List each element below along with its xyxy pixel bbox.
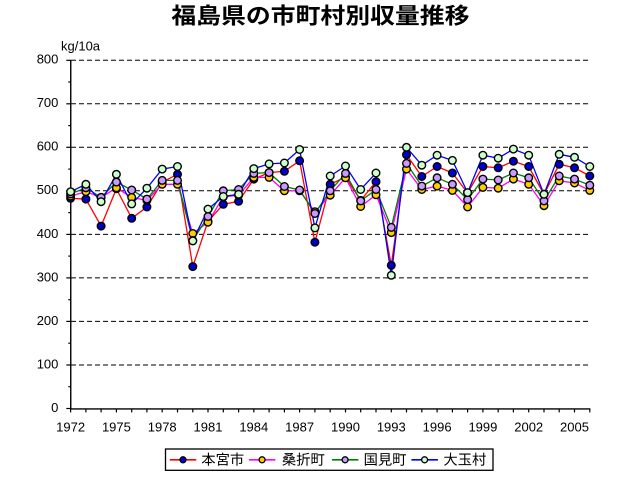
svg-text:1996: 1996: [423, 420, 452, 435]
svg-text:2005: 2005: [560, 420, 589, 435]
svg-text:1975: 1975: [102, 420, 131, 435]
svg-text:2002: 2002: [514, 420, 543, 435]
svg-text:600: 600: [37, 139, 59, 154]
svg-text:1984: 1984: [239, 420, 268, 435]
svg-text:400: 400: [37, 226, 59, 241]
svg-text:800: 800: [37, 52, 59, 67]
svg-text:1987: 1987: [285, 420, 314, 435]
svg-text:1993: 1993: [377, 420, 406, 435]
svg-text:1981: 1981: [194, 420, 223, 435]
svg-text:1990: 1990: [331, 420, 360, 435]
svg-text:0: 0: [51, 400, 58, 415]
svg-text:500: 500: [37, 182, 59, 197]
svg-text:300: 300: [37, 269, 59, 284]
svg-text:1972: 1972: [56, 420, 85, 435]
svg-text:100: 100: [37, 356, 59, 371]
svg-text:kg/10a: kg/10a: [61, 39, 101, 54]
svg-text:200: 200: [37, 313, 59, 328]
svg-text:700: 700: [37, 95, 59, 110]
svg-text:1999: 1999: [468, 420, 497, 435]
svg-text:1978: 1978: [148, 420, 177, 435]
